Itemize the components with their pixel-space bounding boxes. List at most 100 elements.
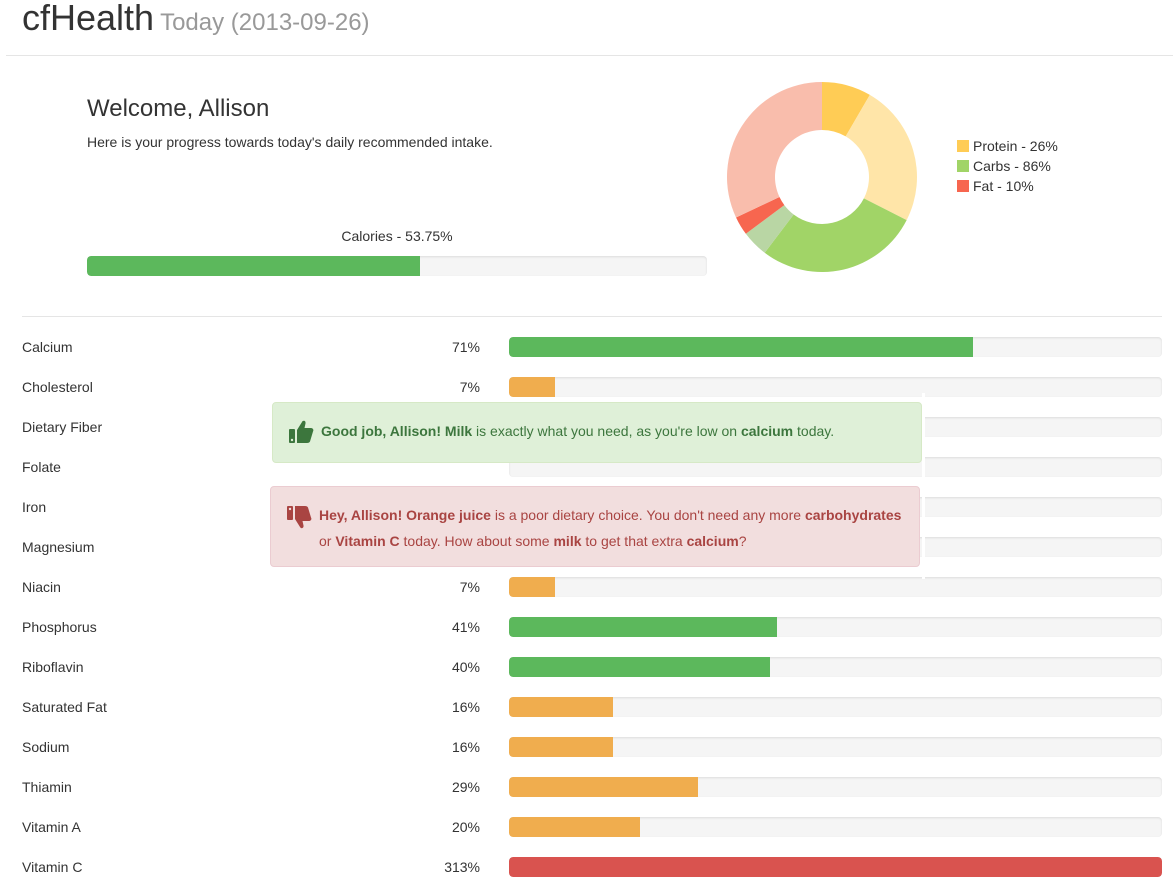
nutrient-progress-fill-vitamin-c — [509, 857, 1162, 877]
nutrient-row: Phosphorus 41% — [22, 617, 1162, 637]
success-alert-text: Good job, Allison! Milk is exactly what … — [321, 418, 911, 444]
danger-alert-text: Hey, Allison! Orange juice is a poor die… — [319, 502, 904, 554]
nutrient-progress-saturated-fat — [509, 697, 1162, 717]
danger-alert: Hey, Allison! Orange juice is a poor die… — [270, 486, 920, 567]
nutrient-percent-sodium: 16% — [451, 739, 480, 755]
nutrient-row: Niacin 7% — [22, 577, 1162, 597]
nutrient-name-calcium: Calcium — [22, 339, 73, 355]
nutrient-percent-thiamin: 29% — [451, 779, 480, 795]
nutrient-progress-fill-cholesterol — [509, 377, 555, 397]
macros-donut-chart — [727, 82, 917, 272]
donut-segment-carbs-remaining — [745, 205, 794, 253]
nutrient-row: Riboflavin 40% — [22, 657, 1162, 677]
calories-label: Calories - 53.75% — [341, 228, 453, 244]
alert-text-segment: today. — [793, 423, 835, 439]
calories-progress-fill — [87, 256, 421, 276]
nutrient-row: Cholesterol 7% — [22, 377, 1162, 397]
welcome-heading: Welcome, Allison — [87, 95, 270, 122]
alert-text-segment: or — [319, 533, 336, 549]
alert-nutrient: carbohydrates — [804, 507, 902, 523]
nutrient-row: Vitamin A 20% — [22, 817, 1162, 837]
alert-food: milk — [553, 533, 582, 549]
thumbs-up-icon — [287, 419, 315, 453]
donut-segment-protein-remaining — [845, 94, 917, 221]
popover-edge — [922, 393, 925, 579]
legend-label: Protein - 26% — [973, 138, 1058, 154]
nutrient-name-cholesterol: Cholesterol — [22, 379, 93, 395]
legend-item-protein: Protein - 26% — [957, 138, 1058, 158]
nutrient-row: Sodium 16% — [22, 737, 1162, 757]
welcome-intro: Here is your progress towards today's da… — [87, 134, 493, 150]
nutrient-progress-niacin — [509, 577, 1162, 597]
thumbs-down-icon — [285, 504, 313, 538]
nutrient-progress-cholesterol — [509, 377, 1162, 397]
nutrient-progress-vitamin-a — [509, 817, 1162, 837]
nutrient-name-folate: Folate — [22, 459, 61, 475]
nutrient-percent-saturated-fat: 16% — [451, 699, 480, 715]
alert-nutrient: calcium — [686, 533, 739, 549]
calories-progress — [87, 256, 707, 276]
nutrient-name-thiamin: Thiamin — [22, 779, 72, 795]
nutrient-progress-thiamin — [509, 777, 1162, 797]
donut-segment-fat — [736, 197, 785, 234]
nutrient-name-vitamin-c: Vitamin C — [22, 859, 83, 875]
nutrient-progress-fill-vitamin-a — [509, 817, 640, 837]
alert-text-segment: ? — [738, 533, 747, 549]
nutrient-progress-fill-thiamin — [509, 777, 699, 797]
alert-text-segment: to get that extra — [581, 533, 687, 549]
legend-swatch — [957, 160, 969, 172]
nutrient-progress-vitamin-c — [509, 857, 1162, 877]
legend-item-carbs: Carbs - 86% — [957, 158, 1058, 178]
legend-swatch — [957, 140, 969, 152]
page-header: cfHealth Today (2013-09-26) — [0, 0, 1173, 56]
section-divider — [22, 316, 1162, 317]
donut-segment-protein — [822, 82, 870, 137]
nutrient-progress-calcium — [509, 337, 1162, 357]
nutrient-progress-fill-saturated-fat — [509, 697, 614, 717]
alert-nutrient: calcium — [740, 423, 794, 439]
success-alert: Good job, Allison! Milk is exactly what … — [272, 402, 922, 463]
nutrient-progress-riboflavin — [509, 657, 1162, 677]
nutrient-name-sodium: Sodium — [22, 739, 70, 755]
macros-legend: Protein - 26% Carbs - 86% Fat - 10% — [957, 138, 1058, 198]
nutrient-row: Thiamin 29% — [22, 777, 1162, 797]
legend-swatch — [957, 180, 969, 192]
nutrient-row: Vitamin C 313% — [22, 857, 1162, 877]
nutrient-name-riboflavin: Riboflavin — [22, 659, 84, 675]
app-title: cfHealth Today (2013-09-26) — [22, 0, 370, 45]
nutrient-progress-sodium — [509, 737, 1162, 757]
nutrient-progress-fill-calcium — [509, 337, 973, 357]
legend-item-fat: Fat - 10% — [957, 178, 1058, 198]
alert-nutrient: Vitamin C — [335, 533, 400, 549]
nutrient-name-dietary-fiber: Dietary Fiber — [22, 419, 103, 435]
donut-segment-fat-remaining — [727, 82, 822, 218]
nutrient-progress-phosphorus — [509, 617, 1162, 637]
nutrient-name-magnesium: Magnesium — [22, 539, 95, 555]
nutrient-row: Calcium 71% — [22, 337, 1162, 357]
nutrient-percent-phosphorus: 41% — [451, 619, 480, 635]
nutrient-percent-niacin: 7% — [459, 579, 480, 595]
alert-greeting: Good job, Allison! — [321, 423, 442, 439]
nutrient-name-iron: Iron — [22, 499, 47, 515]
nutrient-progress-fill-sodium — [509, 737, 614, 757]
alert-text-segment: is exactly what you need, as you're low … — [472, 423, 741, 439]
nutrient-name-phosphorus: Phosphorus — [22, 619, 97, 635]
legend-label: Carbs - 86% — [973, 158, 1051, 174]
nutrient-percent-riboflavin: 40% — [451, 659, 480, 675]
nutrient-name-niacin: Niacin — [22, 579, 61, 595]
donut-segment-carbs — [764, 198, 907, 272]
nutrient-percent-vitamin-c: 313% — [444, 859, 480, 875]
alert-food: Orange juice — [406, 507, 491, 523]
alert-text-segment: today. How about some — [399, 533, 554, 549]
nutrient-percent-calcium: 71% — [451, 339, 480, 355]
alert-greeting: Hey, Allison! — [319, 507, 403, 523]
alert-text-segment: is a poor dietary choice. You don't need… — [490, 507, 805, 523]
nutrient-progress-fill-riboflavin — [509, 657, 771, 677]
nutrient-name-saturated-fat: Saturated Fat — [22, 699, 107, 715]
brand-name[interactable]: cfHealth — [22, 0, 155, 38]
nutrient-percent-cholesterol: 7% — [459, 379, 480, 395]
nutrient-name-vitamin-a: Vitamin A — [22, 819, 81, 835]
nutrient-percent-vitamin-a: 20% — [451, 819, 480, 835]
nutrient-row: Saturated Fat 16% — [22, 697, 1162, 717]
nutrient-progress-fill-niacin — [509, 577, 555, 597]
